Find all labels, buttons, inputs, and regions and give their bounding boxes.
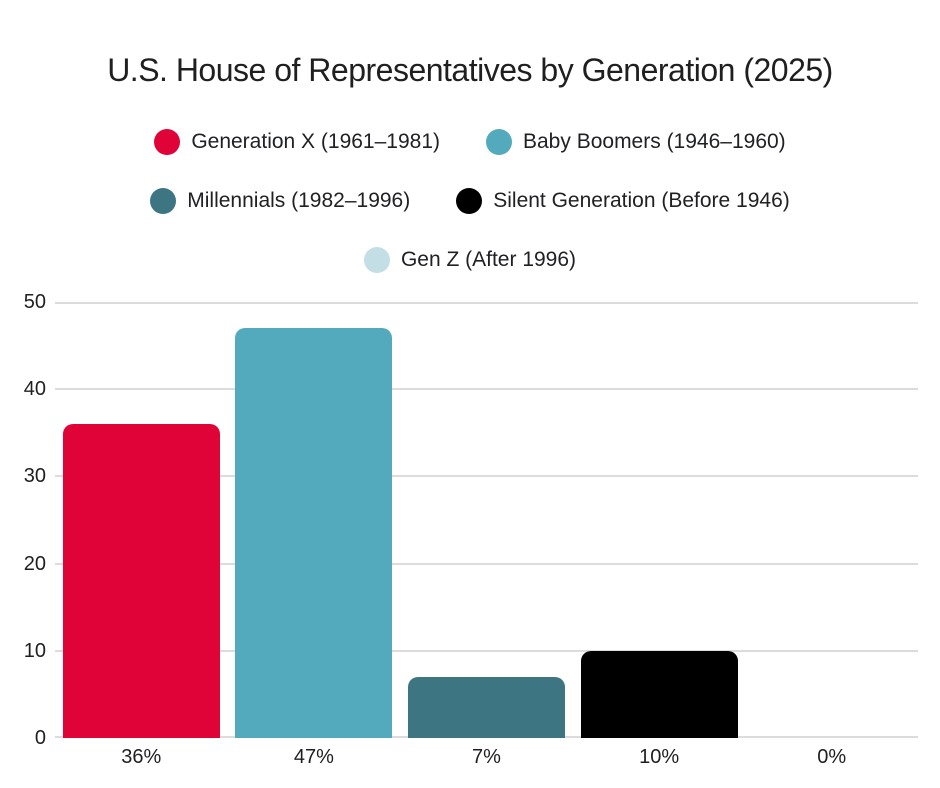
legend-swatch-millennials — [150, 188, 177, 214]
x-axis: 36% 47% 7% 10% 0% — [55, 744, 918, 774]
y-axis-tick-label: 40 — [23, 378, 46, 401]
legend-label-gen-z: Gen Z (After 1996) — [400, 248, 577, 271]
bar-generation-x — [62, 424, 220, 738]
y-axis-tick-label: 10 — [23, 639, 46, 662]
bar-chart: 0 10 20 30 40 50 36% 47% 7% 10% 0% — [0, 291, 940, 788]
legend-item-gen-z: Gen Z (After 1996) — [363, 247, 577, 273]
legend-swatch-silent-generation — [456, 188, 483, 214]
plot-area — [55, 302, 918, 738]
x-axis-tick-label: 10% — [639, 746, 680, 768]
legend-row: Gen Z (After 1996) — [0, 242, 940, 278]
x-axis-tick-label: 36% — [121, 746, 162, 768]
x-axis-tick-label: 7% — [472, 746, 501, 768]
y-axis-tick-label: 50 — [23, 291, 46, 313]
legend-item-silent-generation: Silent Generation (Before 1946) — [456, 188, 790, 214]
chart-title: U.S. House of Representatives by Generat… — [107, 52, 833, 88]
gridline — [55, 649, 918, 652]
legend: Generation X (1961–1981) Baby Boomers (1… — [0, 124, 940, 278]
y-axis-tick-label: 20 — [23, 552, 46, 575]
x-axis-tick-label: 47% — [293, 746, 334, 768]
legend-row: Generation X (1961–1981) Baby Boomers (1… — [0, 124, 940, 160]
legend-swatch-generation-x — [154, 129, 181, 155]
gridline — [55, 475, 918, 478]
legend-item-generation-x: Generation X (1961–1981) — [154, 129, 440, 155]
gridline — [55, 302, 918, 304]
legend-label-baby-boomers: Baby Boomers (1946–1960) — [523, 130, 786, 153]
y-axis: 0 10 20 30 40 50 — [0, 291, 46, 749]
legend-swatch-gen-z — [363, 247, 390, 273]
bar-millennials — [408, 676, 565, 738]
legend-label-millennials: Millennials (1982–1996) — [187, 189, 411, 212]
x-axis-tick-label: 0% — [817, 746, 847, 768]
bar-silent-generation — [580, 650, 738, 738]
legend-item-millennials: Millennials (1982–1996) — [150, 188, 410, 214]
bar-baby-boomers — [235, 328, 393, 738]
legend-row: Millennials (1982–1996) Silent Generatio… — [0, 183, 940, 219]
gridline — [55, 562, 918, 565]
legend-item-baby-boomers: Baby Boomers (1946–1960) — [486, 129, 786, 155]
legend-label-generation-x: Generation X (1961–1981) — [191, 130, 440, 153]
legend-swatch-baby-boomers — [486, 129, 512, 155]
gridline — [55, 388, 918, 391]
y-axis-tick-label: 0 — [34, 727, 46, 749]
legend-label-silent-generation: Silent Generation (Before 1946) — [493, 189, 790, 212]
y-axis-tick-label: 30 — [23, 465, 46, 488]
